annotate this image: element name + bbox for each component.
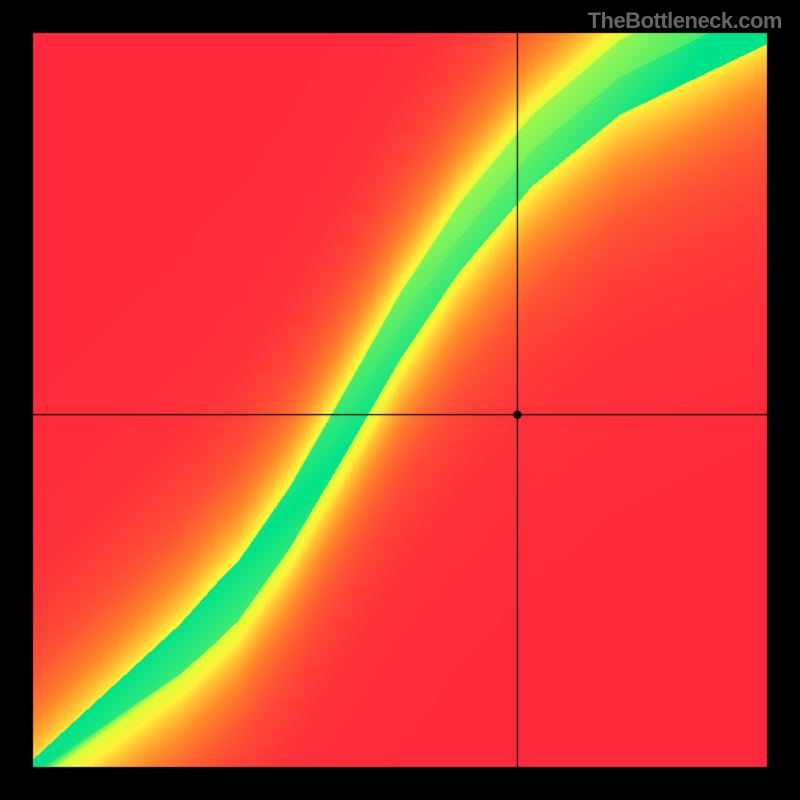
watermark-text: TheBottleneck.com bbox=[588, 8, 782, 34]
chart-container: TheBottleneck.com bbox=[0, 0, 800, 800]
heatmap-canvas bbox=[0, 0, 800, 800]
